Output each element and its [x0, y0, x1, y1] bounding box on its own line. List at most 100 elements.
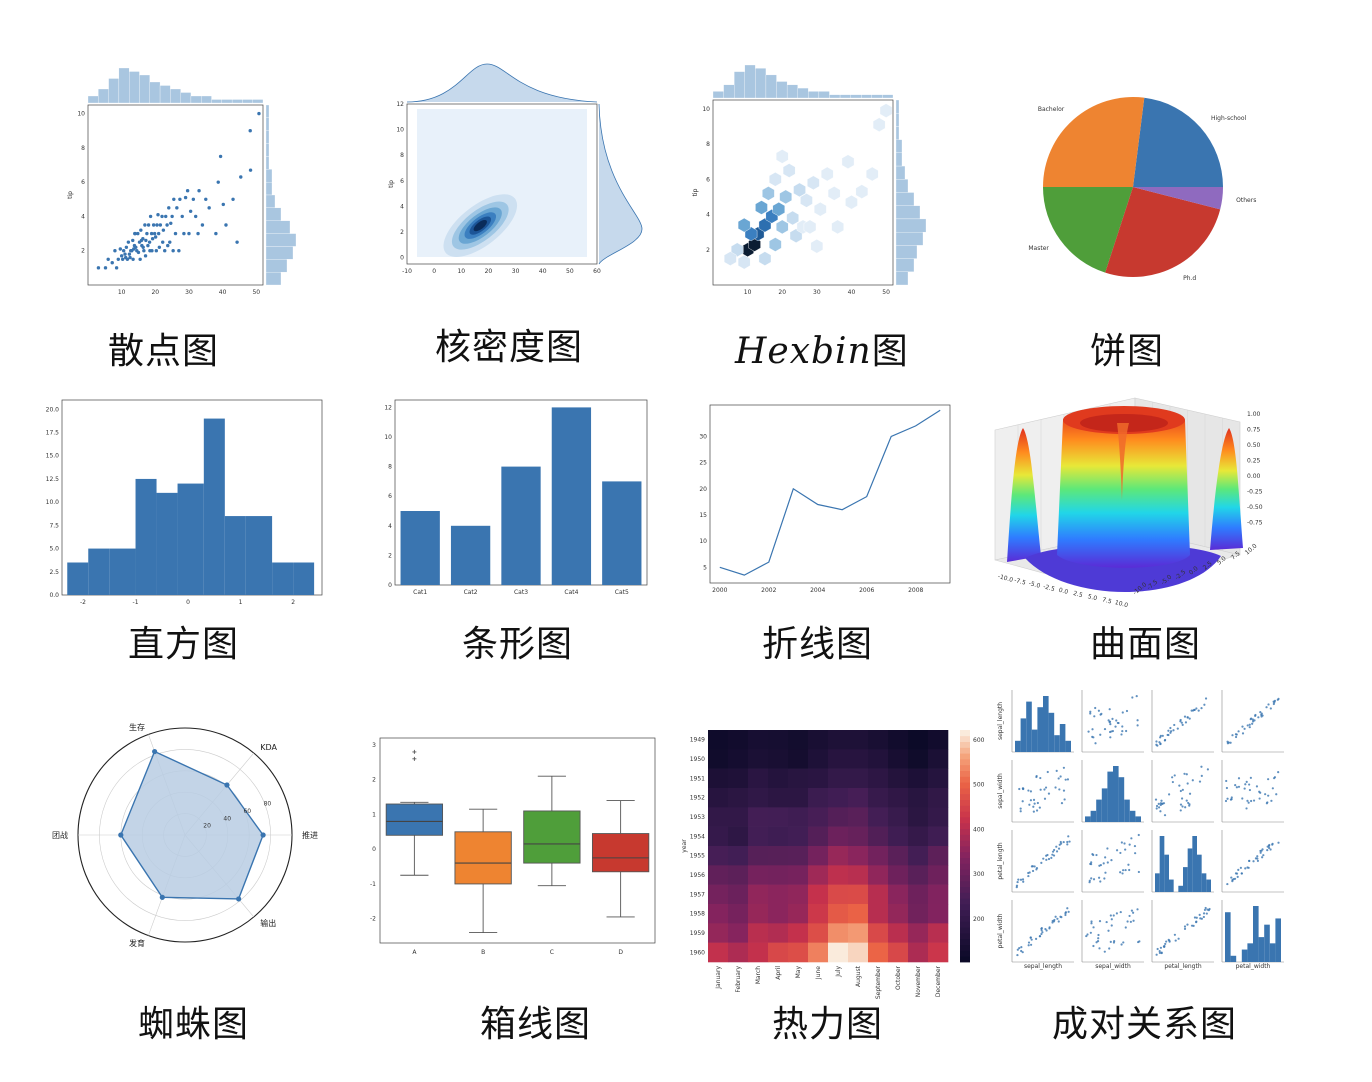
heatmap-cell [748, 865, 769, 885]
pair-point [1137, 833, 1140, 837]
pair-point [1052, 854, 1056, 857]
pair-point [1110, 918, 1113, 921]
pair-point [1183, 715, 1187, 718]
scatter-point [127, 252, 132, 256]
heatmap-cell [828, 826, 849, 847]
heatmap-cell [808, 826, 829, 847]
scatter-point [207, 206, 211, 210]
pair-point [1031, 869, 1035, 873]
line-x-tick: 2004 [810, 587, 825, 594]
pair-point [1246, 799, 1249, 802]
heatmap-cell [768, 942, 789, 963]
heatmap-cell [708, 923, 729, 943]
pair-point [1183, 925, 1187, 928]
heatmap-cell [868, 807, 889, 827]
hexbin-side-hist-bar [895, 152, 903, 167]
pair-row-label: petal_width [997, 913, 1004, 948]
pair-point [1018, 946, 1021, 950]
heatmap-cell [868, 904, 889, 924]
heatmap-cell [828, 788, 849, 808]
heatmap-panel: 1949 1950 1951 1952 1953 1954 1955 1956 1957 1958… [670, 722, 1000, 1002]
pair-point [1168, 939, 1171, 942]
pair-diag-hist-bar [1043, 696, 1049, 752]
hist-y-tick: 0.0 [49, 592, 59, 599]
heatmap-cell [748, 730, 769, 750]
scatter-point [136, 250, 141, 255]
pair-row-label: sepal_width [997, 773, 1004, 809]
pair-point [1155, 807, 1158, 810]
pair-point [1062, 789, 1066, 792]
heatmap-cell [888, 942, 909, 963]
heatmap-cell [828, 846, 849, 866]
pair-point [1040, 927, 1043, 930]
hexbin-cell [820, 166, 834, 182]
hexbin-top-hist-bar [765, 74, 777, 99]
scatter-point [139, 228, 143, 232]
heatmap-cell [908, 865, 929, 885]
pair-point [1193, 708, 1196, 712]
pair-point [1062, 840, 1065, 844]
heatmap-colorbar-step [960, 880, 970, 887]
pair-point [1125, 709, 1129, 713]
heatmap-cell [928, 942, 949, 963]
bar-x-tick: Cat3 [514, 589, 528, 596]
hist-y-tick: 12.5 [46, 476, 60, 483]
caption-bar: 条形图 [462, 624, 574, 665]
hist-x-tick: -2 [80, 599, 86, 606]
bar-x-tick: Cat4 [564, 589, 578, 596]
hist-y-tick: 15.0 [46, 453, 60, 460]
box-x-tick: A [412, 949, 417, 956]
hist-bar [224, 516, 246, 595]
pair-point [1054, 915, 1057, 918]
kde-axes [406, 103, 598, 265]
pair-point [1106, 847, 1109, 850]
scatter-point [200, 223, 205, 227]
surface-cylinder [1057, 411, 1190, 568]
heatmap-cell [768, 826, 789, 847]
pair-point [1124, 926, 1127, 929]
scatter-point [155, 223, 159, 227]
pair-point [1237, 785, 1241, 788]
scatter-top-hist-bar [180, 92, 192, 104]
scatter-point [165, 223, 169, 227]
hist-y-tick: 10.0 [46, 499, 60, 506]
pair-point [1157, 806, 1161, 809]
scatter-point [146, 223, 151, 227]
pie-slice [1133, 97, 1223, 187]
box-outlier [412, 756, 417, 761]
scatter-point [161, 228, 166, 232]
heatmap-cell [908, 768, 929, 789]
heatmap-cell [908, 904, 929, 924]
heatmap-cell [868, 865, 889, 885]
scatter-point [248, 168, 253, 172]
heatmap-col-label: March [755, 966, 762, 984]
caption-box: 箱线图 [480, 1004, 592, 1045]
box-panel: A B C D -2 -1 0 1 2 3 [360, 730, 660, 965]
scatter-point [197, 189, 201, 193]
pair-point [1247, 866, 1250, 869]
hist-bar [156, 492, 178, 595]
pair-point [1183, 772, 1186, 775]
pair-diag-hist-bar [1206, 879, 1211, 892]
pair-point [1114, 725, 1117, 728]
caption-hexbin: Hexbin图 [735, 322, 909, 374]
pair-point [1173, 774, 1176, 777]
heatmap-colorbar-tick: 600 [973, 737, 985, 744]
caption-hexbin-cjk: 图 [871, 331, 909, 372]
pair-row-label: petal_length [997, 842, 1004, 880]
scatter-point [124, 245, 129, 249]
heatmap-cell [788, 768, 809, 789]
pair-point [1097, 933, 1100, 937]
scatter-point [114, 266, 119, 270]
radar-point [118, 832, 124, 838]
pair-point [1180, 797, 1184, 800]
scatter-panel: 10 20 30 40 50 2 4 6 8 10 tip [60, 60, 297, 300]
pair-col-label: petal_length [1164, 963, 1202, 970]
hexbin-cell [731, 242, 744, 258]
hexbin-y-tick: 2 [706, 247, 710, 254]
heatmap-colorbar-tick: 400 [973, 826, 985, 833]
pair-point [1244, 783, 1247, 786]
pair-point [1200, 774, 1203, 777]
pair-point [1039, 788, 1042, 791]
pair-point [1046, 770, 1049, 774]
